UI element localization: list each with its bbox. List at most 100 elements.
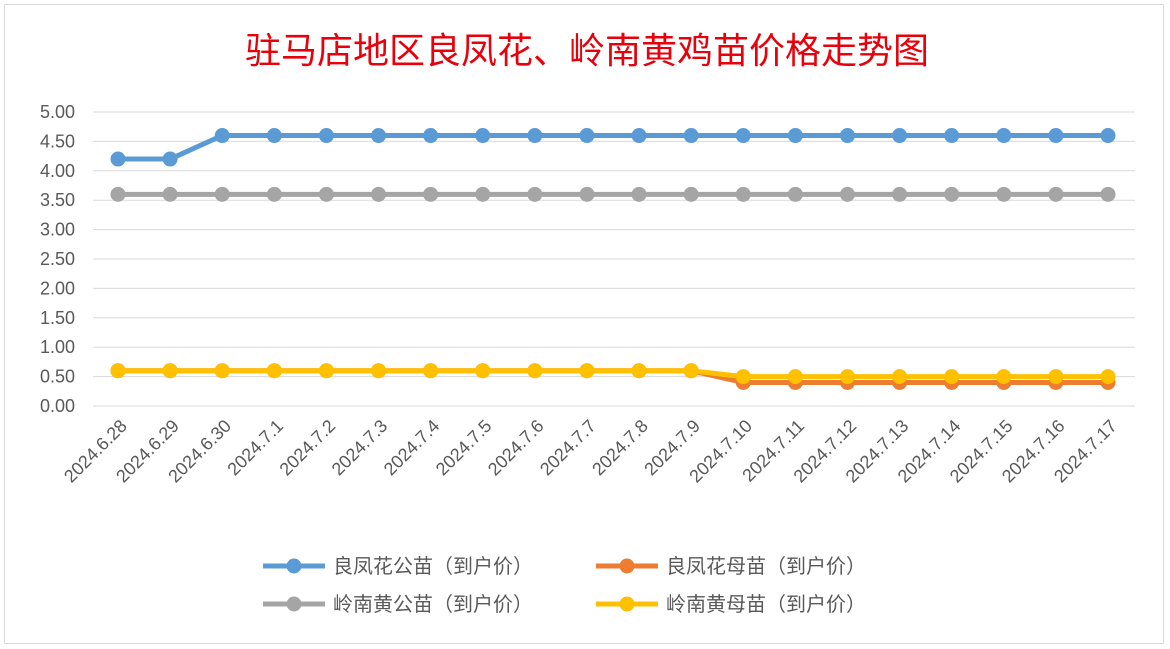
data-point [683,128,699,144]
y-tick-label: 1.50 [40,308,75,328]
data-point [735,128,751,144]
data-point [162,363,178,379]
legend-item: 岭南黄母苗（到户价） [596,592,866,616]
data-point [631,363,647,379]
data-point [892,128,908,144]
data-point [735,369,751,385]
x-tick-label: 2024.7.2 [276,416,340,480]
data-point [944,186,960,202]
data-point [214,186,230,202]
x-tick-label: 2024.7.5 [432,416,496,480]
y-tick-label: 5.00 [40,102,75,122]
grid-lines [93,111,1135,407]
legend-label: 良凤花母苗（到户价） [666,554,866,578]
legend-label: 岭南黄公苗（到户价） [333,592,533,616]
series-3 [110,363,1116,385]
legend-label: 岭南黄母苗（到户价） [666,592,866,616]
chart-container: 驻马店地区良凤花、岭南黄鸡苗价格走势图 0.00 0.50 1.00 1.50 2.00… [4,4,1164,644]
x-axis-ticks: 2024.6.282024.6.292024.6.302024.7.12024.… [60,416,1121,487]
data-point [944,128,960,144]
data-point [110,186,126,202]
data-point [735,186,751,202]
y-tick-label: 3.50 [40,190,75,210]
x-tick-label: 2024.7.3 [328,416,392,480]
data-point [787,128,803,144]
data-point [839,186,855,202]
legend-swatch-marker [619,558,635,574]
data-point [214,363,230,379]
y-tick-label: 0.00 [40,396,75,416]
x-tick-label: 2024.7.4 [380,416,444,480]
data-point [787,369,803,385]
data-point [214,128,230,144]
legend-swatch-marker [619,596,635,612]
data-point [266,363,282,379]
data-point [371,128,387,144]
data-point [423,363,439,379]
data-point [944,369,960,385]
data-point [1048,369,1064,385]
data-point [1100,369,1116,385]
data-point [631,128,647,144]
data-point [892,369,908,385]
data-point [839,128,855,144]
y-tick-label: 0.50 [40,367,75,387]
data-point [1100,186,1116,202]
data-point [683,186,699,202]
legend-swatch-marker [286,558,302,574]
y-tick-label: 2.50 [40,249,75,269]
data-point [996,186,1012,202]
data-point [996,369,1012,385]
data-point [162,186,178,202]
series-line [115,368,1111,380]
x-tick-label: 2024.7.8 [588,416,652,480]
legend-item: 良凤花公苗（到户价） [263,554,533,578]
y-tick-label: 2.00 [40,278,75,298]
series-line [115,133,1111,162]
series-0 [110,128,1116,167]
y-axis-ticks: 0.00 0.50 1.00 1.50 2.00 2.50 3.00 3.50 4.00 4.50… [40,102,75,416]
data-point [318,363,334,379]
y-tick-label: 4.00 [40,161,75,181]
data-point [787,186,803,202]
chart-title: 驻马店地区良凤花、岭南黄鸡苗价格走势图 [245,31,929,72]
data-point [110,151,126,167]
data-point [579,363,595,379]
data-point [318,186,334,202]
data-point [475,363,491,379]
data-point [527,186,543,202]
data-point [579,186,595,202]
x-tick-label: 2024.7.1 [223,416,287,480]
data-point [423,128,439,144]
series-lines [110,128,1116,390]
x-tick-label: 2024.7.6 [484,416,548,480]
data-point [475,186,491,202]
data-point [527,363,543,379]
data-point [892,186,908,202]
data-point [527,128,543,144]
data-point [266,128,282,144]
legend-item: 良凤花母苗（到户价） [596,554,866,578]
legend-swatch-marker [286,596,302,612]
data-point [110,363,126,379]
data-point [371,363,387,379]
data-point [683,363,699,379]
series-2 [110,186,1116,202]
y-tick-label: 3.00 [40,220,75,240]
data-point [579,128,595,144]
data-point [475,128,491,144]
data-point [162,151,178,167]
data-point [423,186,439,202]
legend-label: 良凤花公苗（到户价） [333,554,533,578]
legend-item: 岭南黄公苗（到户价） [263,592,533,616]
data-point [839,369,855,385]
data-point [318,128,334,144]
legend: 良凤花公苗（到户价） 良凤花母苗（到户价） 岭南黄公苗（到户价） 岭南黄母苗（到户价） [263,554,866,616]
y-tick-label: 4.50 [40,131,75,151]
data-point [1100,128,1116,144]
data-point [1048,128,1064,144]
y-tick-label: 1.00 [40,337,75,357]
x-tick-label: 2024.7.7 [536,416,600,480]
data-point [631,186,647,202]
data-point [371,186,387,202]
